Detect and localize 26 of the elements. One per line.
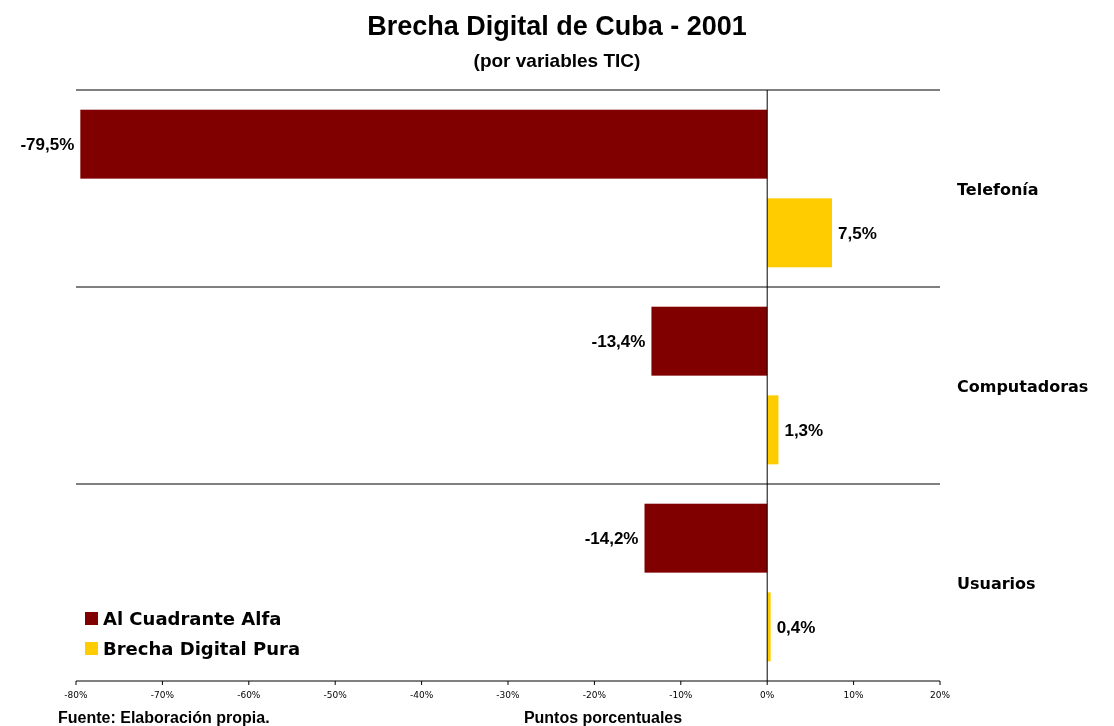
x-tick-label: -60% (237, 690, 261, 700)
y-tick-label: Computadoras (957, 376, 1089, 396)
source-note: Fuente: Elaboración propia. (58, 709, 270, 726)
legend-label: Al Cuadrante Alfa (103, 608, 282, 629)
data-label: -79,5% (20, 135, 75, 155)
x-tick-label: 20% (929, 690, 951, 700)
y-tick-label: Telefonía (957, 179, 1039, 199)
legend-label: Brecha Digital Pura (103, 638, 301, 659)
x-tick-label: -40% (409, 690, 434, 700)
x-tick-label: -20% (582, 690, 607, 700)
x-tick-label: 10% (843, 690, 865, 700)
x-tick-label: -70% (150, 690, 175, 700)
x-tick-label: -50% (323, 690, 348, 700)
chart-subtitle: (por variables TIC) (473, 50, 641, 71)
data-label: 7,5% (838, 223, 877, 243)
x-tick-label: -30% (496, 690, 521, 700)
x-tick-label: -10% (669, 690, 693, 700)
x-tick-label: -80% (64, 690, 89, 700)
data-label: -14,2% (584, 529, 639, 549)
data-label: 0,4% (776, 617, 816, 637)
data-label: 1,3% (784, 420, 824, 440)
chart-title: Brecha Digital de Cuba - 2001 (367, 11, 747, 41)
x-tick-label: 0% (760, 690, 775, 700)
x-axis-title: Puntos porcentuales (523, 709, 683, 726)
y-tick-label: Usuarios (957, 573, 1036, 593)
data-label: -13,4% (591, 332, 646, 352)
